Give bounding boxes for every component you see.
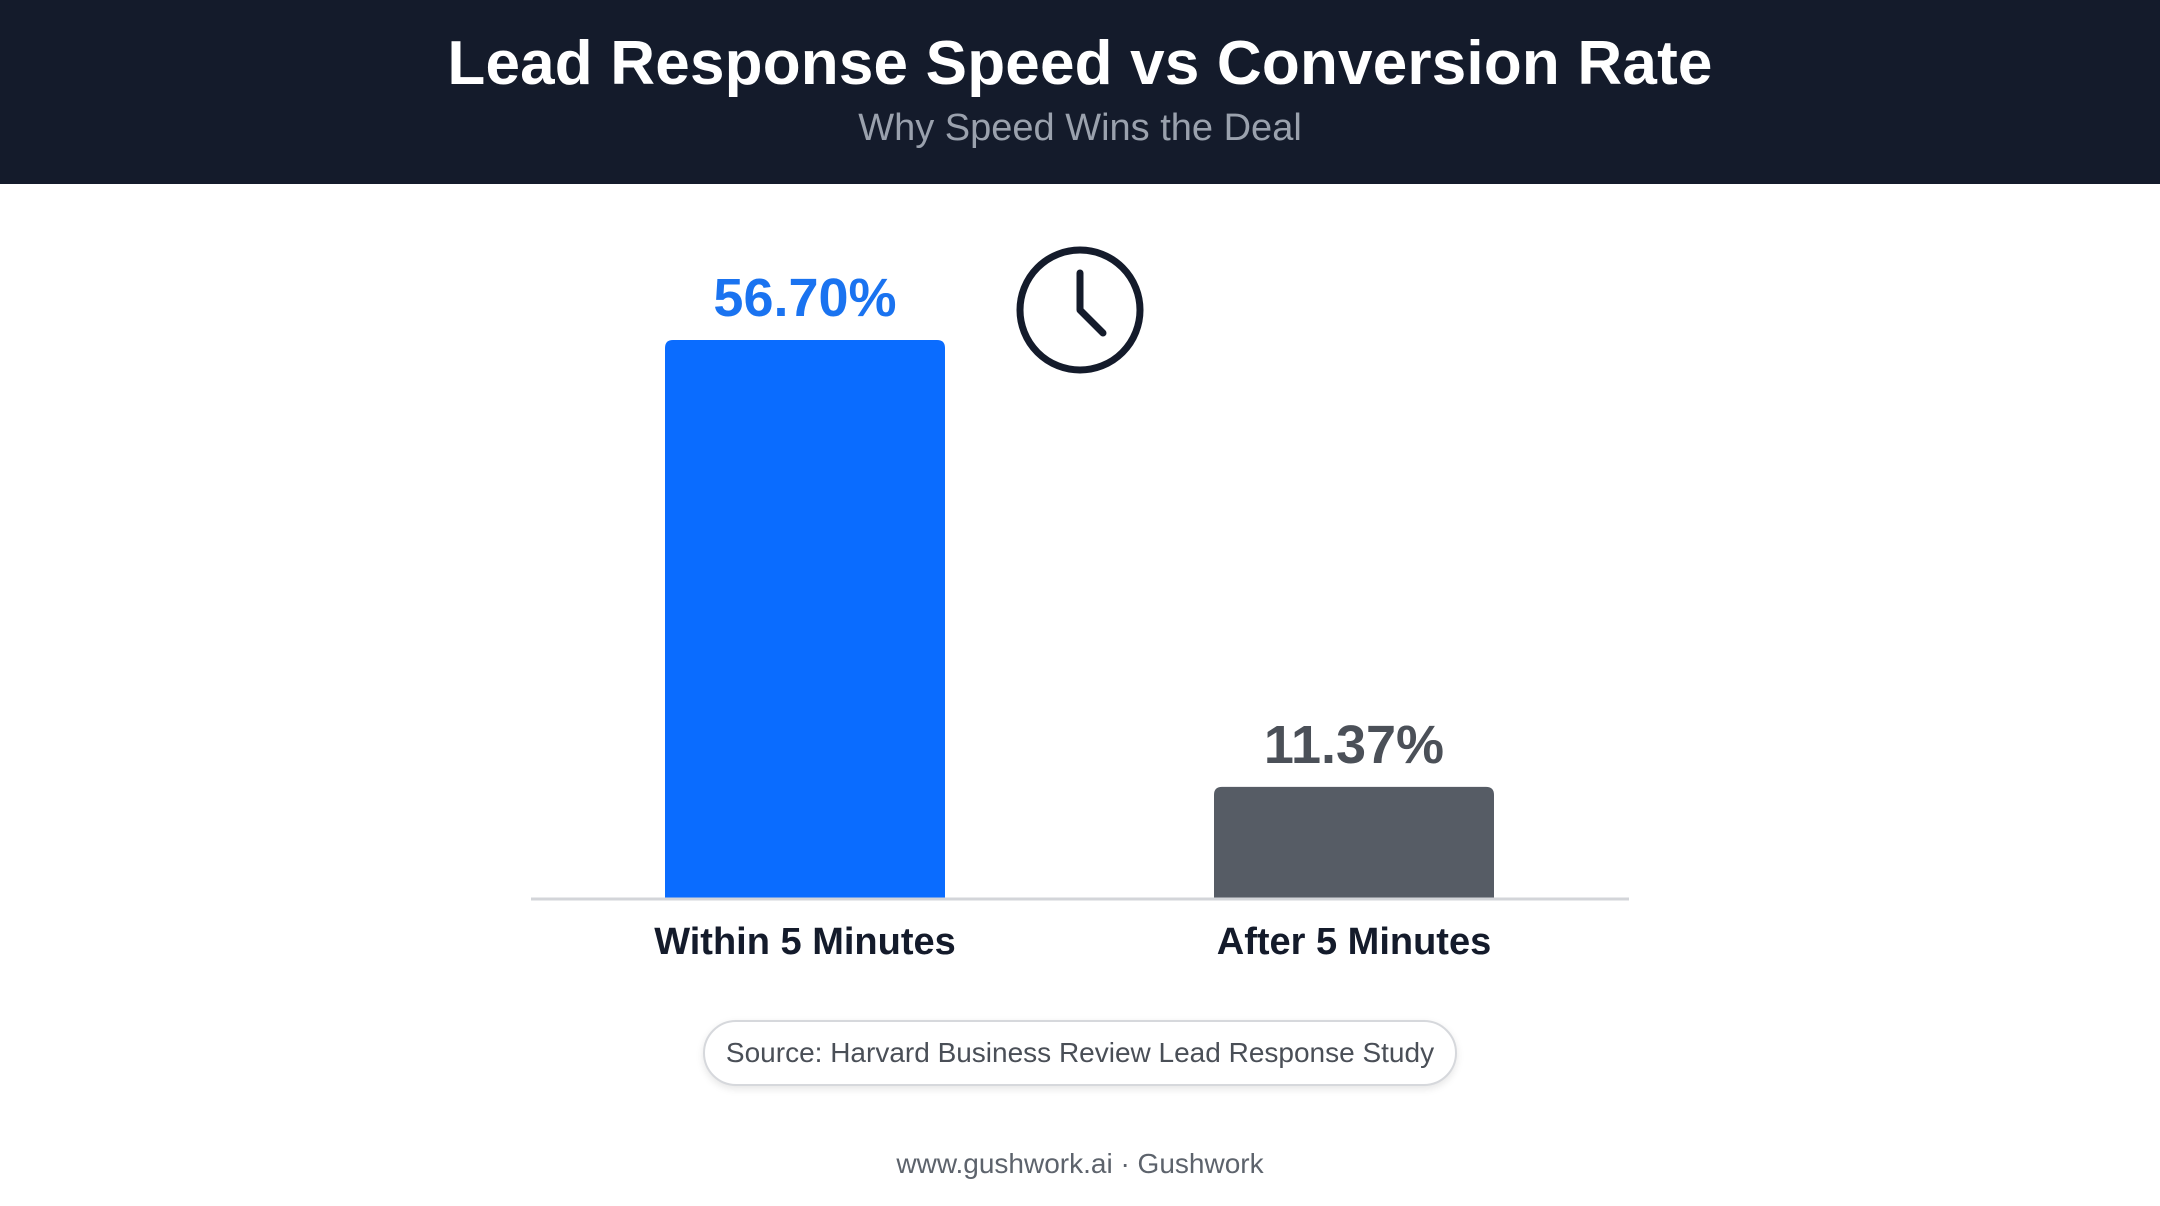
header-banner: Lead Response Speed vs Conversion Rate W…	[0, 0, 2160, 184]
category-label-1: Within 5 Minutes	[654, 921, 956, 963]
chart-subtitle: Why Speed Wins the Deal	[858, 107, 1302, 149]
value-label-2: 11.37%	[1264, 715, 1444, 775]
value-label-1: 56.70%	[713, 268, 896, 328]
category-label-2: After 5 Minutes	[1217, 921, 1491, 963]
footer-credit: www.gushwork.ai · Gushwork	[896, 1148, 1264, 1179]
source-badge: Source: Harvard Business Review Lead Res…	[703, 1020, 1457, 1086]
bar-1	[665, 340, 945, 899]
bar-2	[1214, 786, 1494, 899]
labels-layer: 56.70% Within 5 Minutes 11.37% After 5 Minu…	[654, 268, 1491, 963]
chart-title: Lead Response Speed vs Conversion Rate	[447, 29, 1713, 98]
clock-icon	[1016, 246, 1144, 374]
bars-layer	[665, 340, 1494, 899]
